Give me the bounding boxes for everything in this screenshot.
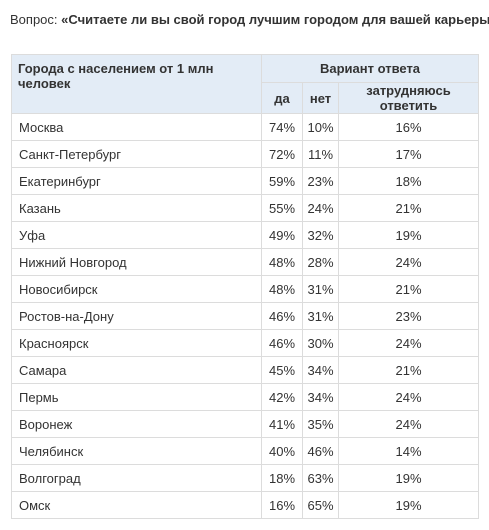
table-row: Екатеринбург 59% 23% 18%	[11, 167, 480, 195]
no-percent-cell: 23%	[302, 167, 339, 195]
table-row: Нижний Новгород 48% 28% 24%	[11, 248, 480, 276]
city-cell: Пермь	[11, 383, 262, 411]
table-row: Уфа 49% 32% 19%	[11, 221, 480, 249]
question-prefix: Вопрос:	[10, 12, 58, 27]
no-percent-cell: 10%	[302, 113, 339, 141]
no-percent-cell: 34%	[302, 356, 339, 384]
yes-percent-cell: 46%	[261, 329, 303, 357]
yes-percent-cell: 55%	[261, 194, 303, 222]
no-percent-cell: 30%	[302, 329, 339, 357]
yes-percent-cell: 49%	[261, 221, 303, 249]
no-percent-cell: 31%	[302, 302, 339, 330]
question-text: «Считаете ли вы свой город лучшим городо…	[61, 12, 489, 27]
hard-to-say-percent-cell: 17%	[337, 140, 480, 168]
table-row: Новосибирск 48% 31% 21%	[11, 275, 480, 303]
hard-to-say-percent-cell: 19%	[337, 221, 480, 249]
yes-percent-cell: 40%	[261, 437, 303, 465]
no-percent-cell: 28%	[302, 248, 339, 276]
city-cell: Нижний Новгород	[11, 248, 262, 276]
no-percent-cell: 34%	[302, 383, 339, 411]
city-cell: Новосибирск	[11, 275, 262, 303]
city-column-header: Города с населением от 1 млн человек	[11, 54, 262, 114]
city-cell: Москва	[11, 113, 262, 141]
hard-to-say-percent-cell: 21%	[337, 275, 480, 303]
table-row: Ростов-на-Дону 46% 31% 23%	[11, 302, 480, 330]
hard-to-say-percent-cell: 24%	[337, 383, 480, 411]
hard-to-say-percent-cell: 24%	[337, 248, 480, 276]
table-row: Омск 16% 65% 19%	[11, 491, 480, 519]
city-cell: Казань	[11, 194, 262, 222]
no-percent-cell: 63%	[302, 464, 339, 492]
city-cell: Ростов-на-Дону	[11, 302, 262, 330]
yes-percent-cell: 45%	[261, 356, 303, 384]
yes-percent-cell: 41%	[261, 410, 303, 438]
yes-percent-cell: 16%	[261, 491, 303, 519]
table-row: Санкт-Петербург 72% 11% 17%	[11, 140, 480, 168]
hard-to-say-percent-cell: 16%	[337, 113, 480, 141]
city-cell: Екатеринбург	[11, 167, 262, 195]
table-row: Казань 55% 24% 21%	[11, 194, 480, 222]
table-row: Красноярск 46% 30% 24%	[11, 329, 480, 357]
no-percent-cell: 35%	[302, 410, 339, 438]
hard-to-say-percent-cell: 18%	[337, 167, 480, 195]
city-cell: Самара	[11, 356, 262, 384]
city-cell: Омск	[11, 491, 262, 519]
no-percent-cell: 31%	[302, 275, 339, 303]
table-body: Москва 74% 10% 16% Санкт-Петербург 72% 11% 17% Е…	[11, 113, 480, 519]
city-cell: Волгоград	[11, 464, 262, 492]
column-header-hard-to-say: затрудняюсь ответить	[337, 82, 480, 114]
hard-to-say-percent-cell: 19%	[337, 464, 480, 492]
yes-percent-cell: 18%	[261, 464, 303, 492]
column-header-no: нет	[302, 82, 339, 114]
yes-percent-cell: 59%	[261, 167, 303, 195]
city-cell: Красноярск	[11, 329, 262, 357]
yes-percent-cell: 72%	[261, 140, 303, 168]
no-percent-cell: 46%	[302, 437, 339, 465]
yes-percent-cell: 42%	[261, 383, 303, 411]
no-percent-cell: 24%	[302, 194, 339, 222]
no-percent-cell: 65%	[302, 491, 339, 519]
hard-to-say-percent-cell: 23%	[337, 302, 480, 330]
city-cell: Уфа	[11, 221, 262, 249]
hard-to-say-percent-cell: 14%	[337, 437, 480, 465]
survey-question: Вопрос: «Считаете ли вы свой город лучши…	[10, 12, 489, 28]
hard-to-say-percent-cell: 21%	[337, 194, 480, 222]
table-row: Москва 74% 10% 16%	[11, 113, 480, 141]
table-row: Волгоград 18% 63% 19%	[11, 464, 480, 492]
hard-to-say-percent-cell: 24%	[337, 329, 480, 357]
survey-results-table: Города с населением от 1 млн человек Вар…	[11, 54, 480, 519]
no-percent-cell: 11%	[302, 140, 339, 168]
city-cell: Челябинск	[11, 437, 262, 465]
no-percent-cell: 32%	[302, 221, 339, 249]
answer-variant-header: Вариант ответа	[260, 54, 480, 83]
column-header-yes: да	[261, 82, 303, 114]
yes-percent-cell: 48%	[261, 275, 303, 303]
yes-percent-cell: 74%	[261, 113, 303, 141]
table-row: Самара 45% 34% 21%	[11, 356, 480, 384]
hard-to-say-percent-cell: 21%	[337, 356, 480, 384]
table-row: Воронеж 41% 35% 24%	[11, 410, 480, 438]
city-cell: Воронеж	[11, 410, 262, 438]
hard-to-say-percent-cell: 24%	[337, 410, 480, 438]
yes-percent-cell: 46%	[261, 302, 303, 330]
city-cell: Санкт-Петербург	[11, 140, 262, 168]
yes-percent-cell: 48%	[261, 248, 303, 276]
table-row: Пермь 42% 34% 24%	[11, 383, 480, 411]
hard-to-say-percent-cell: 19%	[337, 491, 480, 519]
table-row: Челябинск 40% 46% 14%	[11, 437, 480, 465]
